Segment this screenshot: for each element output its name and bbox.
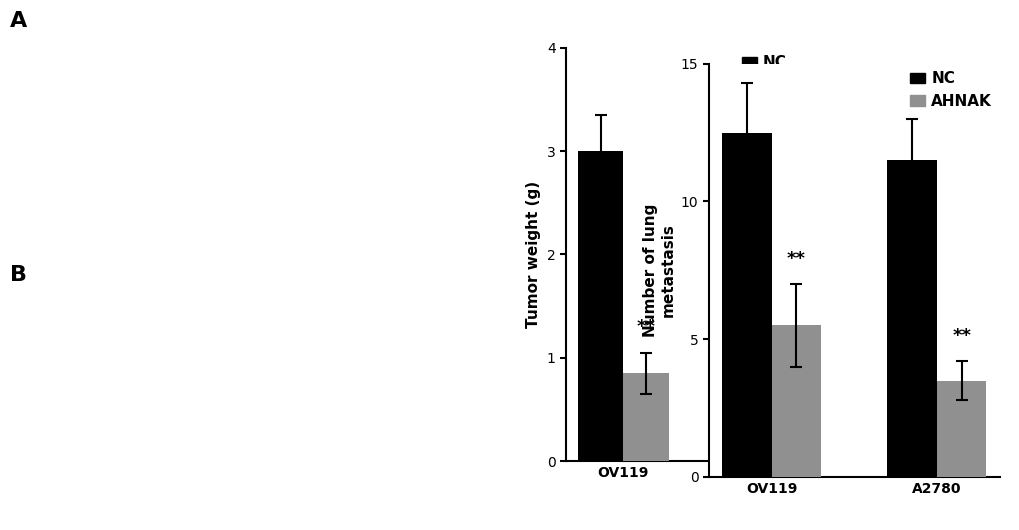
Bar — [578, 151, 623, 461]
Y-axis label: Number of lung
metastasis: Number of lung metastasis — [642, 204, 675, 337]
Bar — [623, 373, 667, 461]
Bar — [887, 160, 935, 477]
Bar — [771, 325, 820, 477]
Bar — [935, 381, 985, 477]
Bar — [773, 358, 818, 461]
Text: **: ** — [787, 297, 805, 315]
Legend: NC, AHNAK: NC, AHNAK — [741, 55, 823, 93]
Text: A: A — [10, 11, 28, 31]
Bar — [729, 130, 773, 461]
Legend: NC, AHNAK: NC, AHNAK — [909, 71, 991, 109]
Bar — [721, 132, 771, 477]
Text: **: ** — [787, 250, 805, 268]
Text: **: ** — [951, 326, 970, 345]
Text: **: ** — [636, 318, 655, 336]
Text: B: B — [10, 265, 28, 285]
Y-axis label: Tumor weight (g): Tumor weight (g) — [526, 181, 541, 328]
